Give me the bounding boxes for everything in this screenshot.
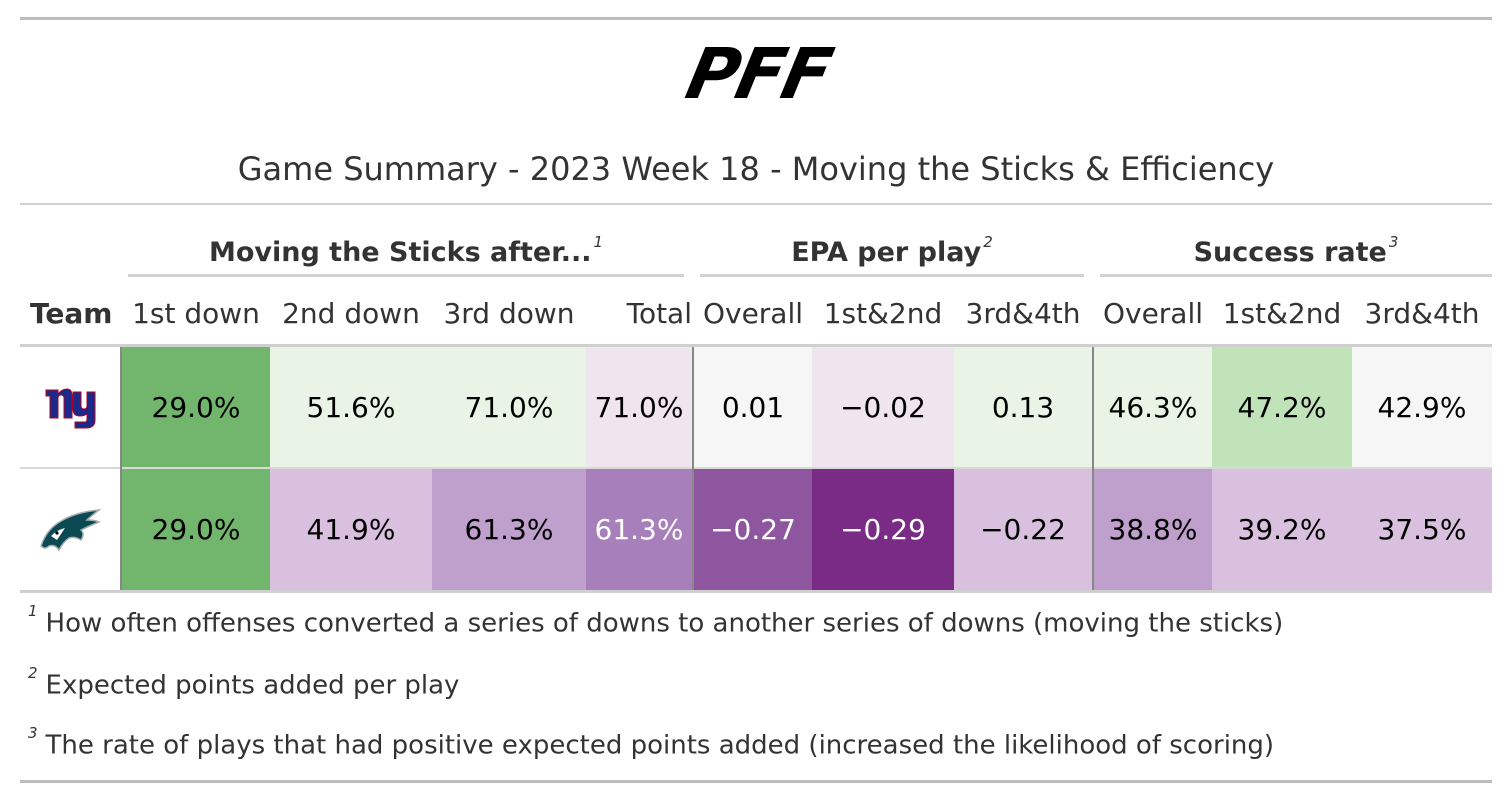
table-cell: 29.0% <box>122 469 270 590</box>
column-header: 3rd down <box>443 297 575 330</box>
footnote-text: The rate of plays that had positive expe… <box>45 730 1275 761</box>
table-cell: 42.9% <box>1352 347 1492 467</box>
footnote-mark: 3 <box>1388 233 1399 251</box>
footnote: 1 How often offenses converted a series o… <box>28 602 1284 639</box>
footnote-mark: 2 <box>983 233 993 251</box>
footnote-text: Expected points added per play <box>45 670 460 701</box>
footnote-mark: 1 <box>28 602 38 620</box>
column-header: 1st&2nd <box>823 297 943 330</box>
table-cell: 29.0% <box>122 347 270 467</box>
column-header: Overall <box>1102 297 1204 330</box>
spanner-underline <box>1100 274 1492 277</box>
table-cell: 38.8% <box>1094 469 1212 590</box>
footnote-mark: 2 <box>28 664 38 682</box>
column-header: 1st&2nd <box>1222 297 1342 330</box>
table-cell: 46.3% <box>1094 347 1212 467</box>
spanner-underline <box>128 274 684 277</box>
top-rule <box>20 17 1492 20</box>
table-cell: 51.6% <box>270 347 432 467</box>
eagles-logo-icon <box>40 508 102 551</box>
table-cell: 37.5% <box>1352 469 1492 590</box>
column-divider <box>120 347 122 590</box>
table-title: Game Summary - 2023 Week 18 - Moving the… <box>237 150 1275 188</box>
table-cell: 71.0% <box>432 347 586 467</box>
spanner-underline <box>700 274 1084 277</box>
column-divider <box>692 347 694 590</box>
spanner-success-rate: Success rate 3 <box>1100 222 1492 270</box>
column-header-team: Team <box>30 297 113 330</box>
table-cell: 61.3% <box>586 469 692 590</box>
spanner-label: Success rate <box>1193 237 1387 268</box>
table-cell: −0.29 <box>812 469 954 590</box>
title-rule <box>20 203 1492 205</box>
header-rule <box>20 344 1492 347</box>
giants-logo-icon <box>45 388 96 429</box>
table-cell: 41.9% <box>270 469 432 590</box>
footnote-mark: 3 <box>28 724 38 742</box>
table-cell: 0.01 <box>694 347 812 467</box>
column-header: 3rd&4th <box>965 297 1081 330</box>
footnote-text: How often offenses converted a series of… <box>45 608 1284 639</box>
column-header: Total <box>626 297 692 330</box>
table-cell: 61.3% <box>432 469 586 590</box>
bottom-rule <box>20 780 1492 783</box>
row-separator <box>20 467 1492 469</box>
table-cell: −0.02 <box>812 347 954 467</box>
table-cell: 71.0% <box>586 347 692 467</box>
footnote: 3 The rate of plays that had positive exp… <box>28 724 1275 761</box>
svg-text:PFF: PFF <box>679 44 839 104</box>
team-cell <box>20 469 120 590</box>
column-header: 1st down <box>132 297 260 330</box>
spanner-label: EPA per play <box>791 237 982 268</box>
footnote: 2 Expected points added per play <box>28 664 460 701</box>
pff-logo: PFF <box>679 44 839 104</box>
column-divider <box>1092 347 1094 590</box>
column-header: 2nd down <box>282 297 420 330</box>
table-cell: −0.27 <box>694 469 812 590</box>
table-cell: 0.13 <box>954 347 1092 467</box>
table-cell: 47.2% <box>1212 347 1352 467</box>
table-cell: −0.22 <box>954 469 1092 590</box>
body-rule <box>20 590 1492 593</box>
spanner-epa: EPA per play 2 <box>700 222 1084 270</box>
spanner-label: Moving the Sticks after... <box>208 237 592 268</box>
column-header: 3rd&4th <box>1364 297 1480 330</box>
team-cell <box>20 347 120 467</box>
table-cell: 39.2% <box>1212 469 1352 590</box>
spanner-moving-sticks: Moving the Sticks after... 1 <box>128 222 684 270</box>
footnote-mark: 1 <box>593 233 604 251</box>
column-header: Overall <box>702 297 804 330</box>
